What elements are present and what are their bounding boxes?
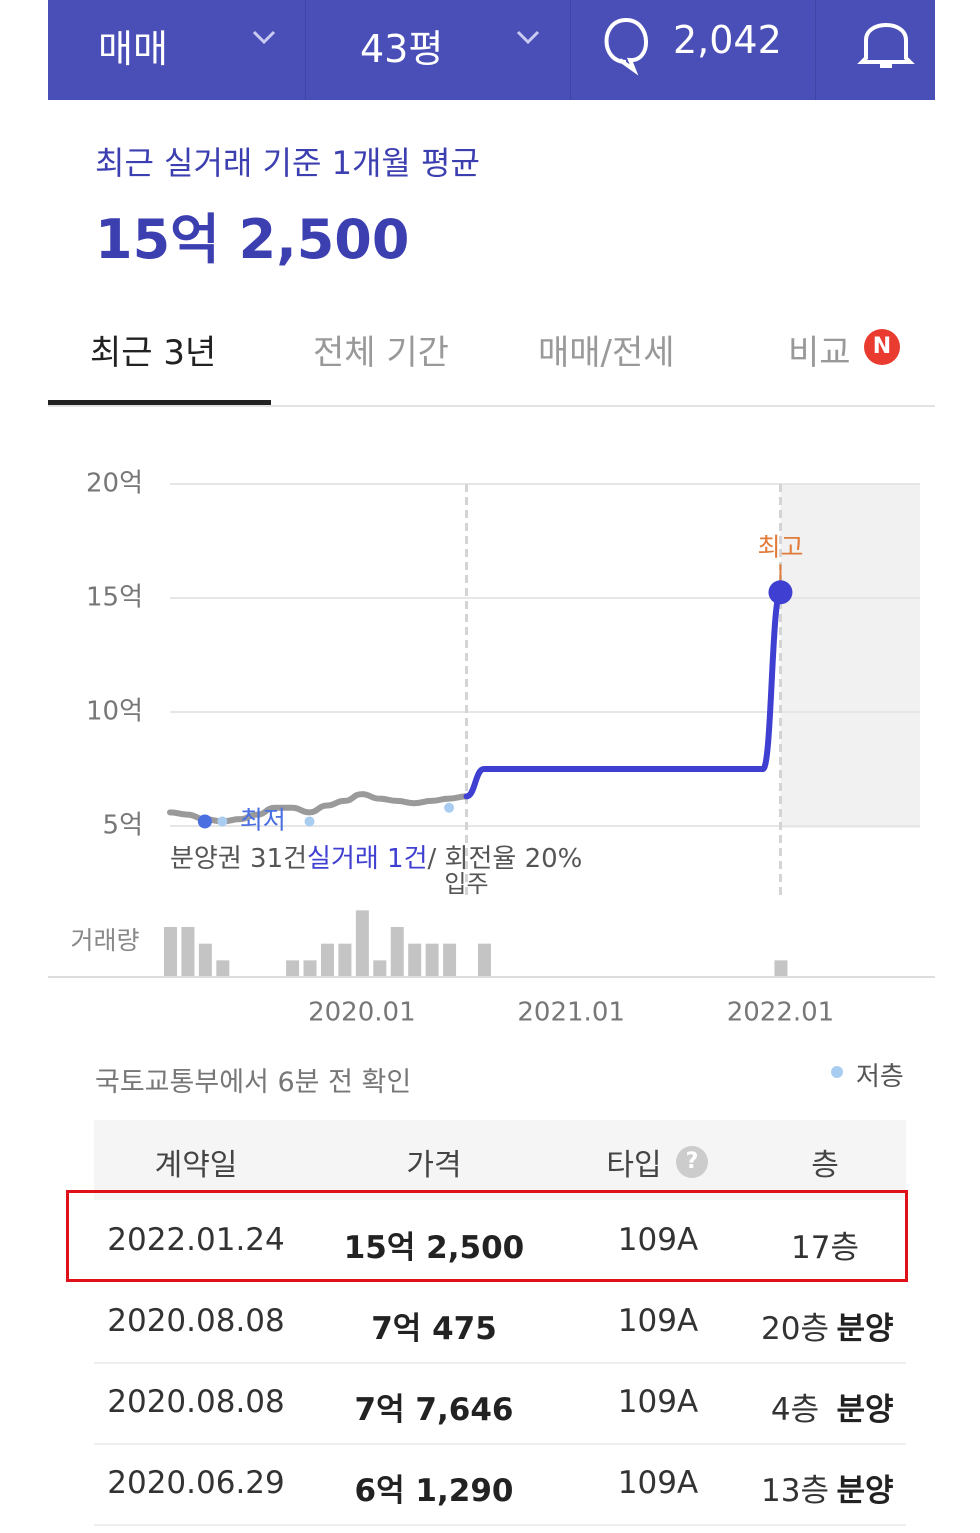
y-tick-label: 5억 bbox=[103, 811, 143, 841]
series-line bbox=[463, 589, 784, 800]
tab[interactable]: 전체 기간 bbox=[313, 333, 449, 373]
tab-rule bbox=[48, 405, 935, 407]
y-tick-label: 10억 bbox=[86, 697, 143, 727]
legend-label: 저층 bbox=[856, 1062, 904, 1092]
divider bbox=[305, 0, 306, 100]
row-rule bbox=[94, 1362, 906, 1364]
x-tick-label: 2020.01 bbox=[308, 998, 416, 1028]
x-tick-label: 2021.01 bbox=[517, 998, 625, 1028]
event-label: 입주 bbox=[444, 870, 488, 898]
cell-type: 109A bbox=[617, 1303, 699, 1339]
cell-price: 7억 7,646 bbox=[354, 1392, 514, 1428]
cell-type: 109A bbox=[617, 1222, 699, 1258]
table-header-cell: 층 bbox=[811, 1148, 839, 1183]
volume-bar bbox=[181, 927, 195, 977]
series-line bbox=[167, 791, 470, 825]
divider bbox=[815, 0, 816, 100]
volume-bar bbox=[390, 927, 404, 977]
divider bbox=[570, 0, 571, 100]
summary-part: 분양권 31건 bbox=[170, 844, 307, 874]
volume-bar bbox=[338, 943, 352, 977]
volume-bar bbox=[408, 943, 422, 977]
cell-floor: 13층 bbox=[761, 1473, 829, 1509]
cell-type: 109A bbox=[617, 1465, 699, 1501]
cell-date: 2022.01.24 bbox=[107, 1222, 285, 1258]
tab[interactable]: 매매/전세 bbox=[538, 333, 675, 373]
cell-price: 6억 1,290 bbox=[354, 1473, 514, 1509]
legend-dot bbox=[831, 1066, 843, 1078]
top-bar bbox=[48, 0, 935, 100]
summary-part: 실거래 1건 bbox=[307, 844, 428, 874]
table-header bbox=[94, 1120, 906, 1200]
future-shade bbox=[780, 484, 920, 828]
scatter-point bbox=[304, 816, 315, 827]
tab[interactable]: 비교 bbox=[788, 333, 851, 373]
volume-bar bbox=[477, 943, 491, 977]
cell-price: 15억 2,500 bbox=[343, 1230, 525, 1266]
volume-bar bbox=[198, 943, 212, 977]
topbar-icons bbox=[252, 17, 915, 76]
extreme-point bbox=[768, 580, 793, 605]
table-header-cell: 타입 bbox=[606, 1148, 662, 1183]
table-header-cell: 가격 bbox=[406, 1148, 462, 1183]
volume-bar bbox=[286, 960, 300, 977]
y-tick-label: 20억 bbox=[86, 469, 143, 499]
row-rule bbox=[94, 1443, 906, 1445]
table-header-cell: 계약일 bbox=[154, 1148, 238, 1183]
volume-bar bbox=[164, 927, 177, 977]
summary-part: / 회전율 20% bbox=[428, 844, 583, 874]
cell-tag: 분양 bbox=[836, 1473, 894, 1509]
extreme-point bbox=[197, 814, 212, 829]
deal-dropdown[interactable]: 매매 bbox=[98, 27, 168, 71]
cell-date: 2020.08.08 bbox=[107, 1303, 285, 1339]
volume-bar bbox=[774, 960, 788, 977]
cell-floor: 20층 bbox=[761, 1311, 829, 1347]
annotation: 최저 bbox=[240, 805, 286, 834]
new-badge: N bbox=[864, 329, 900, 365]
cell-floor: 4층 bbox=[770, 1392, 820, 1428]
volume-bar bbox=[443, 943, 457, 977]
tab[interactable]: 최근 3년 bbox=[90, 333, 217, 373]
chevron bbox=[252, 30, 276, 45]
cell-floor: 17층 bbox=[791, 1230, 859, 1266]
row-rule bbox=[94, 1524, 906, 1526]
cell-date: 2020.06.29 bbox=[107, 1465, 285, 1501]
volume-bar bbox=[303, 960, 317, 977]
size-dropdown[interactable]: 43평 bbox=[360, 27, 444, 71]
annotation: 최고 bbox=[757, 532, 803, 561]
highlight bbox=[66, 1190, 908, 1282]
volume-bar bbox=[425, 943, 439, 977]
y-tick-label: 15억 bbox=[86, 583, 143, 613]
cell-type: 109A bbox=[617, 1384, 699, 1420]
cell-tag: 분양 bbox=[836, 1311, 894, 1347]
volume-bar bbox=[320, 943, 334, 977]
cell-date: 2020.08.08 bbox=[107, 1384, 285, 1420]
volume-bar bbox=[216, 960, 230, 977]
volume-bar bbox=[373, 960, 387, 977]
source-note: 국토교통부에서 6분 전 확인 bbox=[95, 1067, 412, 1098]
tab-active bbox=[48, 400, 271, 405]
chevron bbox=[516, 30, 540, 45]
cell-price: 7억 475 bbox=[371, 1311, 497, 1347]
volume-bar bbox=[355, 910, 369, 977]
subtitle: 최근 실거래 기준 1개월 평균 bbox=[95, 144, 480, 182]
bell-icon[interactable] bbox=[857, 23, 915, 68]
summary: 분양권 31건실거래 1건/ 회전율 20% bbox=[170, 844, 582, 874]
scatter-point bbox=[217, 816, 228, 827]
scatter-point bbox=[444, 802, 455, 813]
help-icon[interactable]: ? bbox=[676, 1146, 708, 1178]
cell-tag: 분양 bbox=[836, 1392, 894, 1428]
x-tick-label: 2022.01 bbox=[727, 998, 835, 1028]
comment-count[interactable]: 2,042 bbox=[673, 18, 782, 62]
volume-label: 거래량 bbox=[70, 926, 139, 955]
avg-price: 15억 2,500 bbox=[95, 208, 410, 271]
comment-icon bbox=[604, 17, 648, 76]
